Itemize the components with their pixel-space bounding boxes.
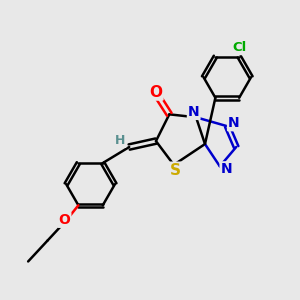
Text: H: H [115,134,125,147]
Text: N: N [188,105,200,119]
Text: N: N [228,116,240,130]
Text: N: N [220,162,232,176]
Text: O: O [149,85,162,100]
Text: S: S [170,163,181,178]
Text: Cl: Cl [232,41,246,54]
Text: O: O [58,213,70,227]
